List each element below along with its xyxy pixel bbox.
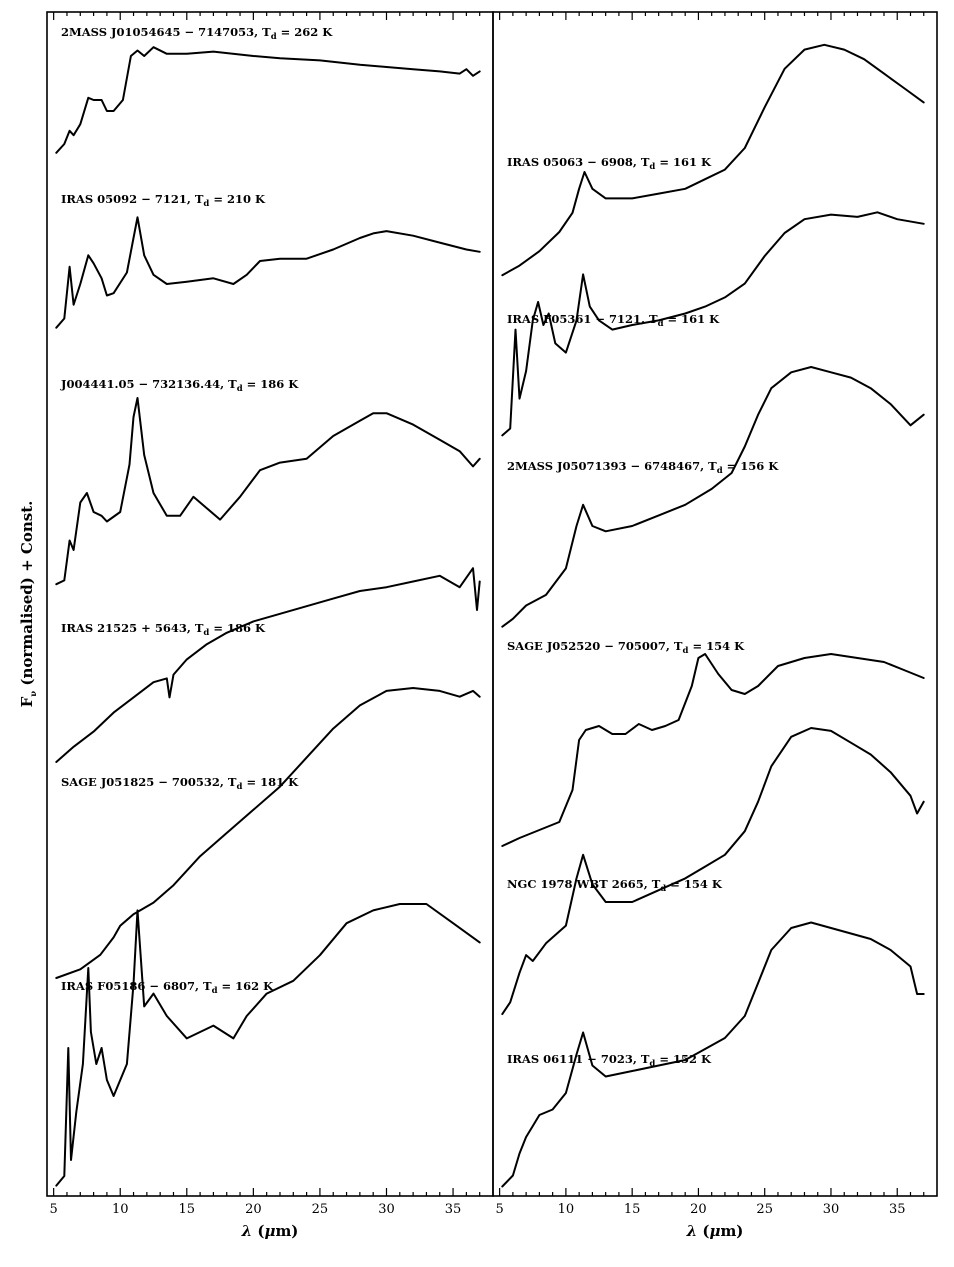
td-subscript: d bbox=[660, 884, 666, 894]
x-tick-label: 15 bbox=[624, 1202, 641, 1217]
x-tick-label: 30 bbox=[823, 1202, 840, 1217]
x-tick-label: 25 bbox=[312, 1202, 329, 1217]
spectrum-label-left-3: J004441.05 − 732136.44, Td = 186 K bbox=[60, 377, 299, 394]
td-subscript: d bbox=[212, 986, 218, 996]
left-panel-labels: 2MASS J01054645 − 7147053, Td = 262 KIRA… bbox=[60, 25, 333, 996]
x-tick-label: 30 bbox=[378, 1202, 395, 1217]
spectrum-right-2 bbox=[501, 211, 925, 437]
dust-temperature: = 162 K bbox=[218, 979, 275, 993]
spectrum-label-right-5: NGC 1978 WBT 2665, Td = 154 K bbox=[507, 877, 723, 894]
td-subscript: d bbox=[649, 162, 655, 172]
dust-temperature: = 181 K bbox=[242, 775, 299, 789]
dust-temperature: = 161 K bbox=[655, 155, 712, 169]
spectrum-right-1 bbox=[501, 43, 925, 277]
source-name: 2MASS J05071393 − 6748467, T bbox=[507, 459, 717, 473]
x-tick-label: 10 bbox=[112, 1202, 129, 1217]
x-tick-label: 5 bbox=[50, 1202, 58, 1217]
spectrum-right-6 bbox=[501, 921, 925, 1188]
td-subscript: d bbox=[203, 628, 209, 638]
source-name: IRAS F05361 − 7121, T bbox=[507, 312, 658, 326]
spectrum-label-left-6: IRAS F05186 − 6807, Td = 162 K bbox=[61, 979, 274, 996]
x-tick-label: 25 bbox=[756, 1202, 773, 1217]
x-tick-label: 20 bbox=[690, 1202, 707, 1217]
spectrum-label-right-6: IRAS 06111 − 7023, Td = 152 K bbox=[507, 1052, 712, 1069]
x-tick-label: 10 bbox=[558, 1202, 575, 1217]
spectrum-right-4 bbox=[501, 653, 925, 847]
td-subscript: d bbox=[649, 1059, 655, 1069]
x-axis-label-left: λ (μm) bbox=[241, 1222, 299, 1240]
source-name: J004441.05 − 732136.44, T bbox=[60, 377, 237, 391]
x-axis-label-right: λ (μm) bbox=[686, 1222, 744, 1240]
x-tick-label: 35 bbox=[445, 1202, 462, 1217]
left-panel-x-axis: 5 10 15 20 25 30 35 bbox=[50, 12, 481, 1217]
source-name: IRAS 05092 − 7121, T bbox=[61, 192, 204, 206]
source-name: IRAS 05063 − 6908, T bbox=[507, 155, 650, 169]
dust-temperature: = 262 K bbox=[277, 25, 334, 39]
spectrum-left-3 bbox=[55, 397, 481, 586]
spectrum-right-5 bbox=[501, 727, 925, 1016]
source-name: 2MASS J01054645 − 7147053, T bbox=[61, 25, 271, 39]
spectrum-label-right-2: IRAS F05361 − 7121, Td = 161 K bbox=[507, 312, 720, 329]
td-subscript: d bbox=[717, 466, 723, 476]
x-tick-label: 15 bbox=[179, 1202, 196, 1217]
spectrum-left-2 bbox=[55, 216, 481, 329]
x-tick-label: 5 bbox=[495, 1202, 503, 1217]
dust-temperature: = 161 K bbox=[664, 312, 721, 326]
right-panel-frame bbox=[492, 11, 938, 1197]
spectrum-left-6 bbox=[55, 903, 481, 1187]
spectrum-label-left-5: SAGE J051825 − 700532, Td = 181 K bbox=[61, 775, 299, 792]
td-subscript: d bbox=[203, 199, 209, 209]
td-subscript: d bbox=[658, 319, 664, 329]
spectrum-label-right-3: 2MASS J05071393 − 6748467, Td = 156 K bbox=[507, 459, 779, 476]
td-subscript: d bbox=[271, 32, 277, 42]
spectrum-label-left-4: IRAS 21525 + 5643, Td = 186 K bbox=[61, 621, 266, 638]
source-name: SAGE J051825 − 700532, T bbox=[61, 775, 237, 789]
right-panel-x-axis: 5 10 15 20 25 30 35 bbox=[495, 12, 925, 1217]
dust-temperature: = 152 K bbox=[655, 1052, 712, 1066]
dust-temperature: = 210 K bbox=[209, 192, 266, 206]
dust-temperature: = 154 K bbox=[666, 877, 723, 891]
td-subscript: d bbox=[237, 384, 243, 394]
spectrum-left-4 bbox=[55, 567, 481, 763]
source-name: SAGE J052520 − 705007, T bbox=[507, 639, 683, 653]
td-subscript: d bbox=[237, 782, 243, 792]
spectrum-label-left-2: IRAS 05092 − 7121, Td = 210 K bbox=[61, 192, 266, 209]
source-name: NGC 1978 WBT 2665, T bbox=[507, 877, 661, 891]
spectrum-label-left-1: 2MASS J01054645 − 7147053, Td = 262 K bbox=[61, 25, 333, 42]
dust-temperature: = 156 K bbox=[723, 459, 780, 473]
td-subscript: d bbox=[683, 646, 689, 656]
spectrum-label-right-4: SAGE J052520 − 705007, Td = 154 K bbox=[507, 639, 745, 656]
spectrum-left-1 bbox=[55, 46, 481, 154]
x-tick-label: 20 bbox=[245, 1202, 262, 1217]
source-name: IRAS 06111 − 7023, T bbox=[507, 1052, 650, 1066]
spectrum-right-3 bbox=[501, 366, 925, 628]
source-name: IRAS 21525 + 5643, T bbox=[61, 621, 204, 635]
y-axis-label: Fν (normalised) + Const. bbox=[18, 501, 39, 708]
source-name: IRAS F05186 − 6807, T bbox=[61, 979, 212, 993]
dust-temperature: = 154 K bbox=[688, 639, 745, 653]
x-tick-label: 35 bbox=[889, 1202, 906, 1217]
left-panel-frame bbox=[46, 11, 494, 1197]
dust-temperature: = 186 K bbox=[243, 377, 300, 391]
dust-temperature: = 186 K bbox=[209, 621, 266, 635]
spectrum-label-right-1: IRAS 05063 − 6908, Td = 161 K bbox=[507, 155, 712, 172]
spectrum-left-5 bbox=[55, 687, 481, 979]
right-panel-spectra bbox=[501, 43, 925, 1188]
left-panel-spectra bbox=[55, 46, 481, 1187]
